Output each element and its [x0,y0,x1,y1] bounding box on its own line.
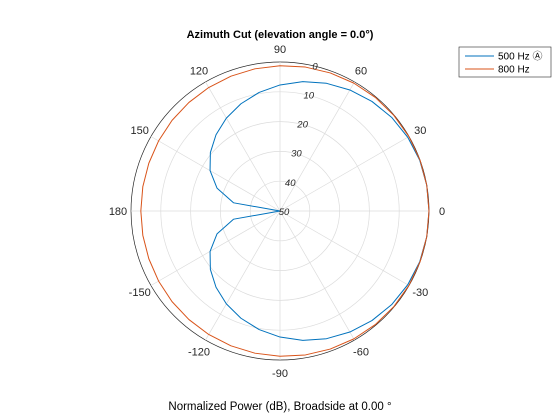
series-layer [140,65,430,357]
grid-spoke [150,210,281,286]
angle-tick-label: -90 [272,368,288,380]
grid-spoke [279,81,355,212]
angle-tick-label: 120 [190,66,208,78]
grid-spoke [279,210,410,286]
angle-tick-label: 180 [109,206,127,218]
grid-spoke [205,81,281,212]
legend-label-800hz: 800 Hz [498,65,530,76]
polar-grid [130,61,430,361]
angle-tick-label: -150 [129,287,151,299]
angle-tick-label: 30 [414,125,426,137]
legend-box [458,46,552,78]
radial-tick-label: 50 [279,207,290,218]
angle-tick-label: 60 [355,66,367,78]
angle-tick-label: -60 [353,346,369,358]
legend[interactable]: 500 Hz Ⓐ 800 Hz [458,46,552,78]
grid-spoke [205,210,281,341]
chart-title: Azimuth Cut (elevation angle = 0.0°) [187,29,374,41]
radial-tick-label: 10 [304,90,315,101]
grid-spoke [150,136,281,212]
angle-tick-label: -30 [412,287,428,299]
grid-spoke [279,136,410,212]
radial-tick-label: 20 [296,120,308,131]
tick-labels: 0 30 60 90 120 150 180 -150 -120 -90 -60 -30 0 10 20 30… [109,44,445,380]
legend-label-500hz: 500 Hz Ⓐ [498,51,542,63]
radial-tick-label: 0 [312,61,318,72]
angle-tick-label: 150 [131,125,149,137]
radial-tick-label: 30 [291,149,302,160]
angle-tick-label: 0 [439,206,445,218]
angle-tick-label: 90 [274,44,286,56]
x-axis-label: Normalized Power (dB), Broadside at 0.00… [168,401,391,413]
series-line-1 [140,65,430,357]
radial-tick-label: 40 [285,178,296,189]
angle-tick-label: -120 [188,346,210,358]
grid-spoke [279,210,355,341]
